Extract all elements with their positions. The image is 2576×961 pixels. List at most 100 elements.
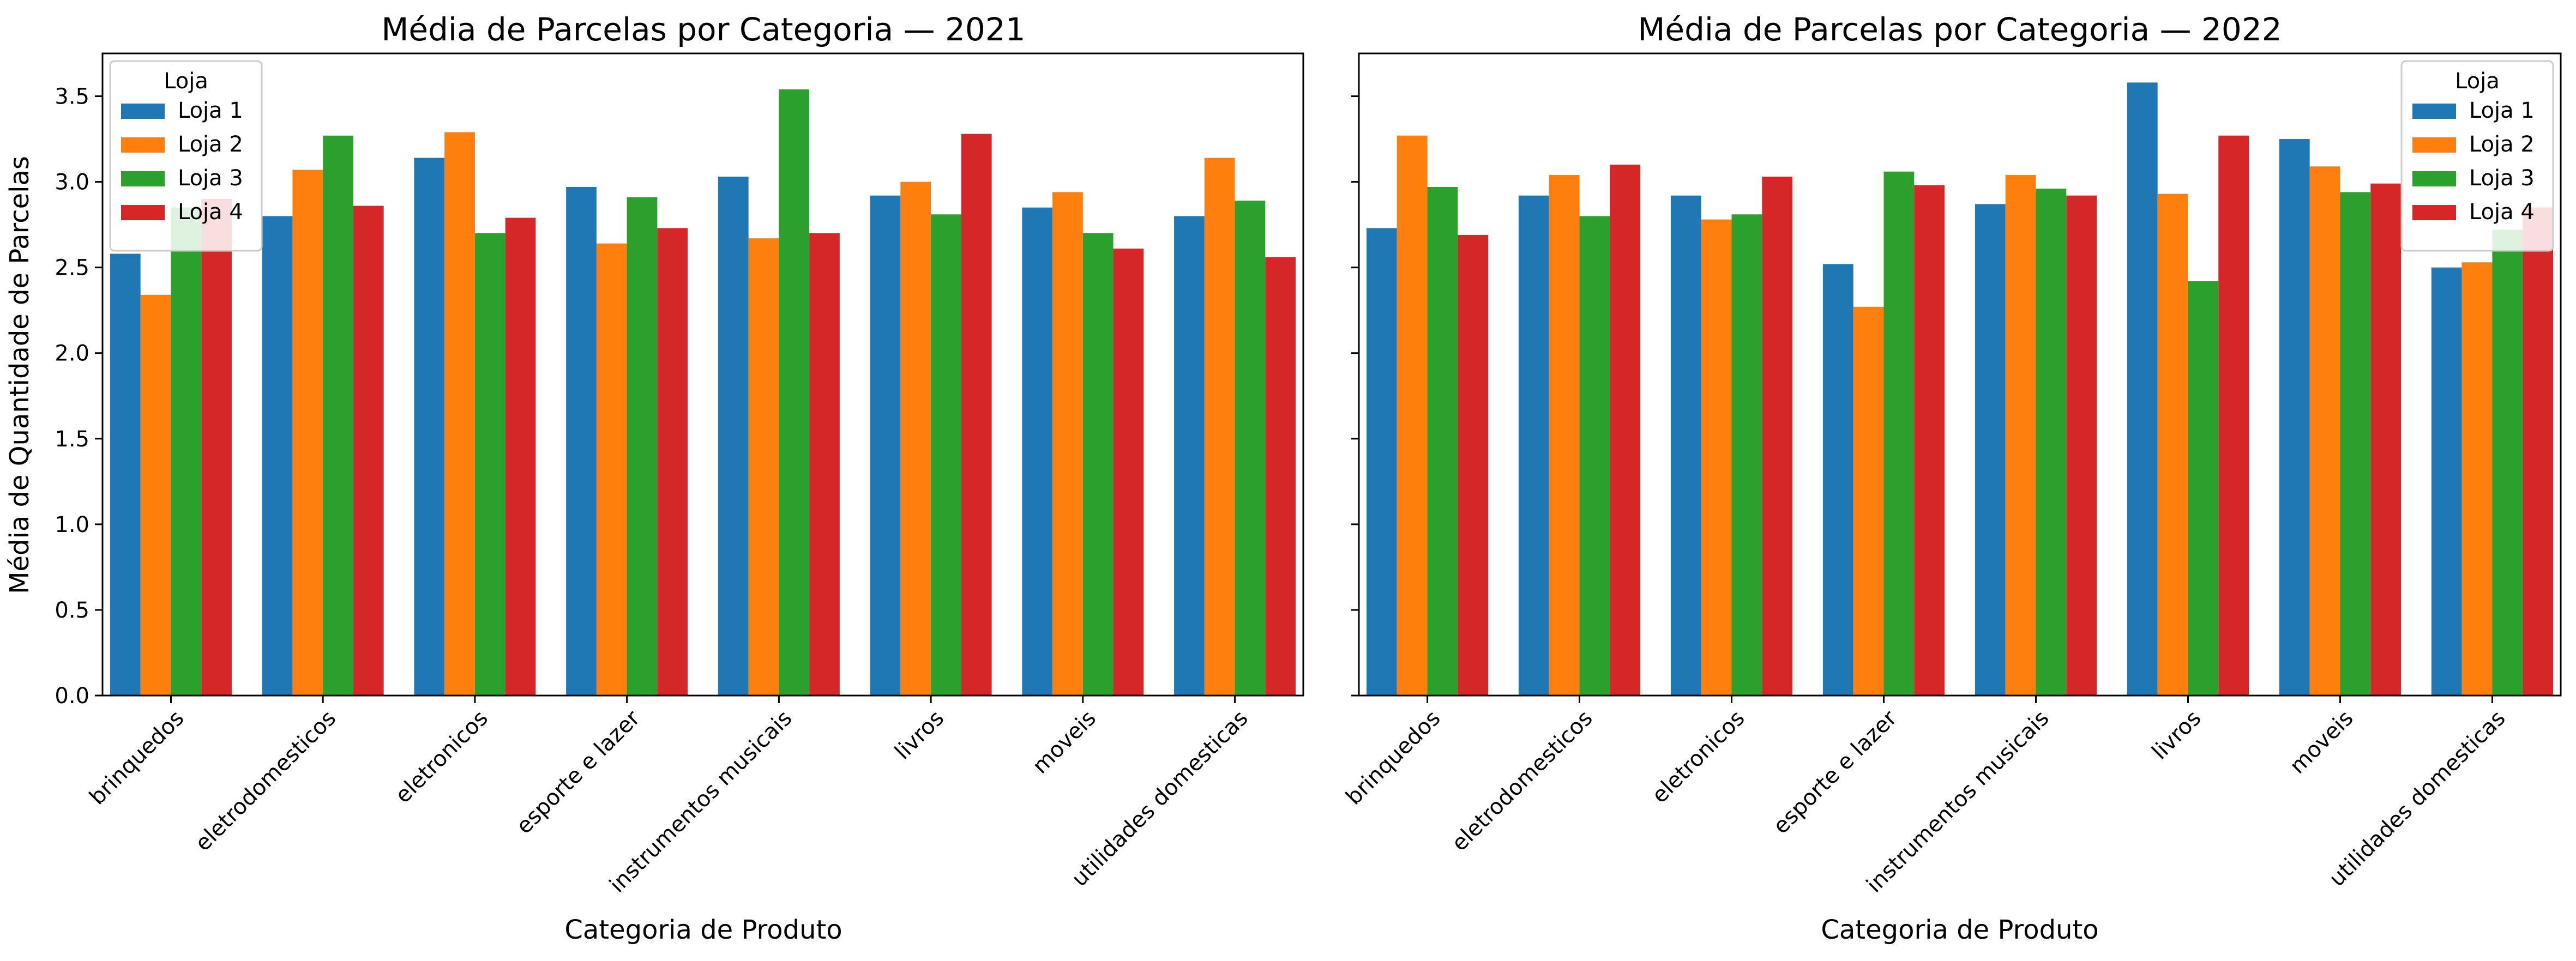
legend-swatch-loja-4 — [2412, 205, 2456, 220]
bar-loja-1-livros — [2127, 82, 2158, 696]
bar-loja-3-eletronicos — [1731, 214, 1762, 696]
bar-loja-1-livros — [870, 195, 901, 696]
bar-loja-3-eletrodomesticos — [1579, 216, 1610, 696]
bar-loja-1-instrumentos-musicais — [1975, 204, 2006, 696]
legend-label-loja-4: Loja 4 — [178, 200, 243, 225]
bar-loja-1-moveis — [1022, 207, 1053, 696]
bar-loja-2-esporte-e-lazer — [1853, 306, 1884, 696]
legend-swatch-loja-3 — [121, 171, 165, 186]
bar-loja-3-instrumentos-musicais — [779, 89, 810, 696]
legend: Loja Loja 1 Loja 2 Loja 3 Loja 4 — [109, 60, 263, 252]
bar-loja-3-brinquedos — [171, 207, 202, 696]
bar-loja-1-brinquedos — [110, 253, 141, 696]
bar-loja-2-moveis — [2309, 166, 2340, 696]
y-tick-label: 2.5 — [55, 256, 89, 281]
y-tick-label: 2.0 — [55, 341, 89, 366]
bar-loja-2-instrumentos-musicais — [748, 238, 779, 696]
bar-loja-1-moveis — [2279, 139, 2310, 696]
bar-loja-3-utilidades-domesticas — [1235, 201, 1266, 696]
y-tick-label: 3.5 — [55, 84, 89, 110]
y-tick-label: 1.5 — [55, 427, 89, 452]
y-axis-label: Média de Quantidade de Parcelas — [4, 156, 35, 594]
bar-loja-2-esporte-e-lazer — [596, 243, 627, 696]
y-tick-label: 3.0 — [55, 170, 89, 195]
legend-label-loja-3: Loja 3 — [178, 166, 243, 191]
legend-label-loja-2: Loja 2 — [178, 132, 243, 157]
y-tick-label: 1.0 — [55, 512, 89, 537]
bar-loja-3-instrumentos-musicais — [2036, 189, 2067, 696]
bar-loja-3-eletrodomesticos — [323, 135, 353, 696]
x-axis-label-2022: Categoria de Produto — [1821, 915, 2098, 945]
y-tick-label: 0.0 — [55, 684, 89, 709]
legend: Loja Loja 1 Loja 2 Loja 3 Loja 4 — [2400, 60, 2554, 252]
chart-title-2022: Média de Parcelas por Categoria — 2022 — [1638, 11, 2282, 48]
bar-loja-2-instrumentos-musicais — [2005, 175, 2036, 696]
bar-loja-3-livros — [2188, 281, 2219, 696]
bar-loja-3-moveis — [2340, 192, 2371, 696]
bar-loja-3-esporte-e-lazer — [1883, 171, 1915, 696]
bar-loja-2-utilidades-domesticas — [2461, 262, 2493, 696]
bar-loja-2-brinquedos — [140, 294, 171, 696]
bar-loja-4-utilidades-domesticas — [1265, 257, 1296, 696]
bar-loja-4-livros — [2218, 135, 2249, 696]
legend-swatch-loja-2 — [2412, 137, 2456, 153]
bar-loja-4-instrumentos-musicais — [2066, 195, 2097, 696]
bar-loja-4-eletronicos — [505, 217, 536, 696]
y-tick-label: 0.5 — [55, 598, 89, 623]
bar-loja-3-utilidades-domesticas — [2492, 229, 2523, 696]
bar-loja-3-brinquedos — [1427, 187, 1458, 696]
bar-loja-2-utilidades-domesticas — [1204, 158, 1235, 696]
legend-swatch-loja-2 — [121, 137, 165, 153]
bar-loja-4-instrumentos-musicais — [809, 233, 840, 696]
chart-title-2021: Média de Parcelas por Categoria — 2021 — [381, 11, 1025, 48]
bar-loja-2-eletrodomesticos — [292, 170, 323, 696]
bar-loja-1-eletronicos — [1670, 195, 1701, 696]
bar-loja-1-esporte-e-lazer — [566, 187, 597, 696]
legend-swatch-loja-3 — [2412, 171, 2456, 186]
bar-loja-3-moveis — [1082, 233, 1114, 696]
bar-loja-4-utilidades-domesticas — [2523, 207, 2554, 696]
bar-loja-2-livros — [900, 182, 931, 696]
bar-loja-1-brinquedos — [1366, 228, 1397, 696]
axes-frame — [1358, 52, 2562, 697]
bar-loja-2-brinquedos — [1397, 135, 1428, 696]
legend-label-loja-1: Loja 1 — [178, 98, 243, 123]
bar-loja-4-esporte-e-lazer — [1914, 185, 1945, 696]
bar-loja-4-livros — [961, 134, 992, 696]
bar-loja-1-eletrodomesticos — [262, 216, 293, 696]
legend-label-loja-3: Loja 3 — [2469, 166, 2535, 191]
axes-frame — [101, 52, 1304, 697]
bar-loja-4-eletrodomesticos — [1610, 165, 1641, 696]
x-axis-label-2021: Categoria de Produto — [564, 915, 842, 945]
legend-label-loja-4: Loja 4 — [2469, 200, 2535, 225]
bar-loja-1-eletrodomesticos — [1518, 195, 1549, 696]
bar-loja-1-instrumentos-musicais — [718, 177, 749, 696]
bar-loja-2-eletronicos — [1701, 219, 1732, 696]
legend-swatch-loja-4 — [121, 205, 165, 220]
legend-label-loja-1: Loja 1 — [2469, 98, 2535, 123]
legend-title: Loja — [164, 69, 208, 94]
bar-loja-1-utilidades-domesticas — [1174, 216, 1205, 696]
legend-swatch-loja-1 — [121, 104, 165, 119]
bar-loja-4-moveis — [2370, 183, 2402, 696]
bar-loja-4-eletronicos — [1762, 177, 1793, 696]
bar-loja-4-brinquedos — [1458, 234, 1489, 696]
bar-loja-2-livros — [2157, 194, 2188, 696]
bar-loja-2-eletrodomesticos — [1549, 175, 1580, 696]
bar-loja-3-livros — [931, 214, 961, 696]
bar-loja-2-eletronicos — [444, 132, 475, 696]
bar-loja-4-esporte-e-lazer — [657, 228, 688, 696]
bar-loja-2-moveis — [1052, 192, 1083, 696]
bar-loja-4-moveis — [1113, 249, 1144, 696]
bar-loja-3-esporte-e-lazer — [627, 197, 658, 696]
bar-loja-3-eletronicos — [474, 233, 505, 696]
legend-swatch-loja-1 — [2412, 104, 2456, 119]
bar-loja-4-eletrodomesticos — [353, 206, 384, 696]
legend-label-loja-2: Loja 2 — [2469, 132, 2535, 157]
bar-loja-4-brinquedos — [201, 199, 232, 696]
bar-loja-1-eletronicos — [414, 158, 445, 696]
legend-title: Loja — [2455, 69, 2500, 94]
bar-loja-1-esporte-e-lazer — [1822, 264, 1853, 696]
bar-loja-1-utilidades-domesticas — [2431, 267, 2462, 696]
